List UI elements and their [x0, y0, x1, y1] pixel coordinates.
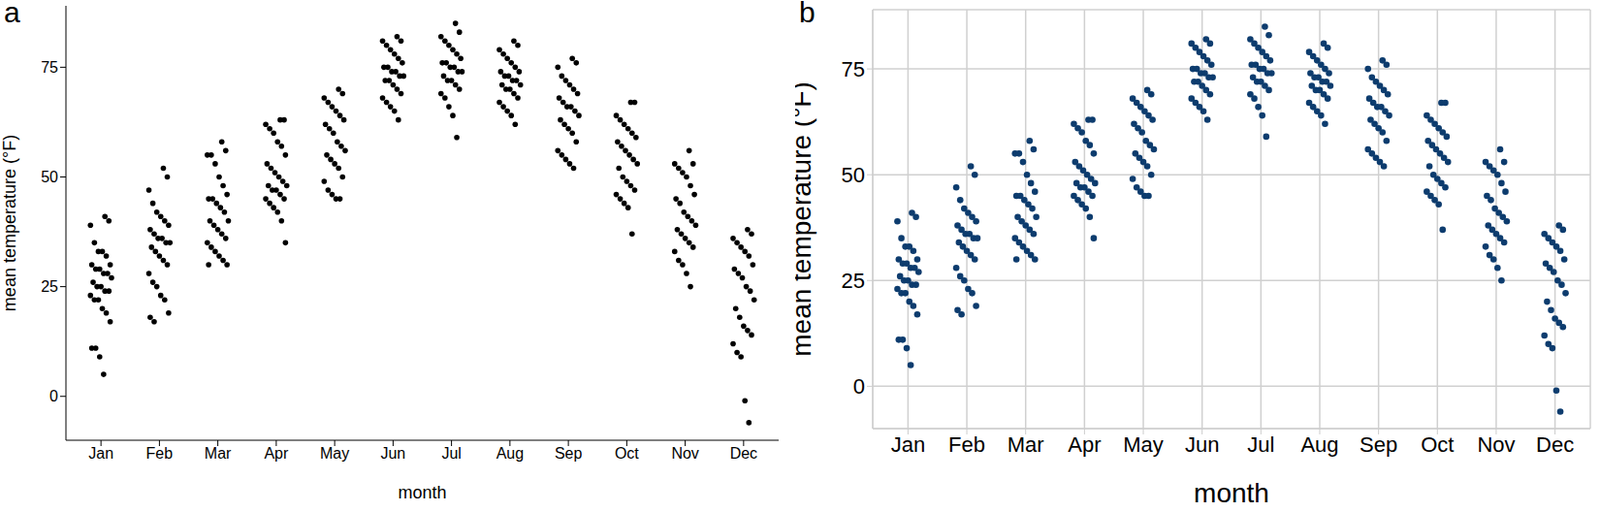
svg-text:Jun: Jun [1184, 432, 1219, 457]
svg-text:mean temperature (°F): mean temperature (°F) [7, 134, 20, 312]
svg-text:Sep: Sep [1359, 432, 1398, 457]
svg-text:Aug: Aug [496, 445, 524, 462]
svg-text:25: 25 [40, 278, 59, 295]
svg-text:Jul: Jul [1247, 432, 1275, 457]
svg-text:25: 25 [841, 268, 865, 293]
svg-text:Feb: Feb [948, 432, 986, 457]
svg-text:mean temperature (°F): mean temperature (°F) [795, 81, 817, 357]
svg-text:Apr: Apr [1067, 432, 1101, 457]
svg-text:month: month [397, 482, 447, 503]
svg-text:Apr: Apr [263, 445, 289, 462]
svg-text:Nov: Nov [1476, 432, 1515, 457]
svg-text:month: month [1193, 478, 1270, 509]
svg-text:Nov: Nov [671, 445, 699, 462]
svg-text:Mar: Mar [204, 445, 232, 462]
svg-text:Feb: Feb [146, 445, 174, 462]
svg-text:50: 50 [841, 162, 865, 188]
svg-text:Oct: Oct [614, 445, 640, 462]
svg-text:0: 0 [853, 374, 865, 399]
svg-text:50: 50 [40, 168, 59, 186]
svg-text:Jan: Jan [891, 432, 926, 457]
svg-text:May: May [1122, 432, 1164, 457]
svg-text:Jun: Jun [380, 445, 406, 462]
svg-text:Sep: Sep [554, 445, 583, 462]
svg-text:0: 0 [49, 387, 59, 405]
svg-text:Oct: Oct [1420, 432, 1454, 457]
svg-text:Aug: Aug [1300, 432, 1339, 457]
svg-text:May: May [320, 445, 350, 462]
svg-text:Jan: Jan [88, 445, 114, 462]
svg-text:Mar: Mar [1007, 432, 1045, 457]
svg-text:Jul: Jul [441, 445, 461, 462]
svg-text:75: 75 [40, 59, 59, 76]
svg-text:Dec: Dec [730, 445, 758, 462]
svg-text:75: 75 [841, 57, 865, 82]
svg-text:Dec: Dec [1536, 432, 1574, 457]
